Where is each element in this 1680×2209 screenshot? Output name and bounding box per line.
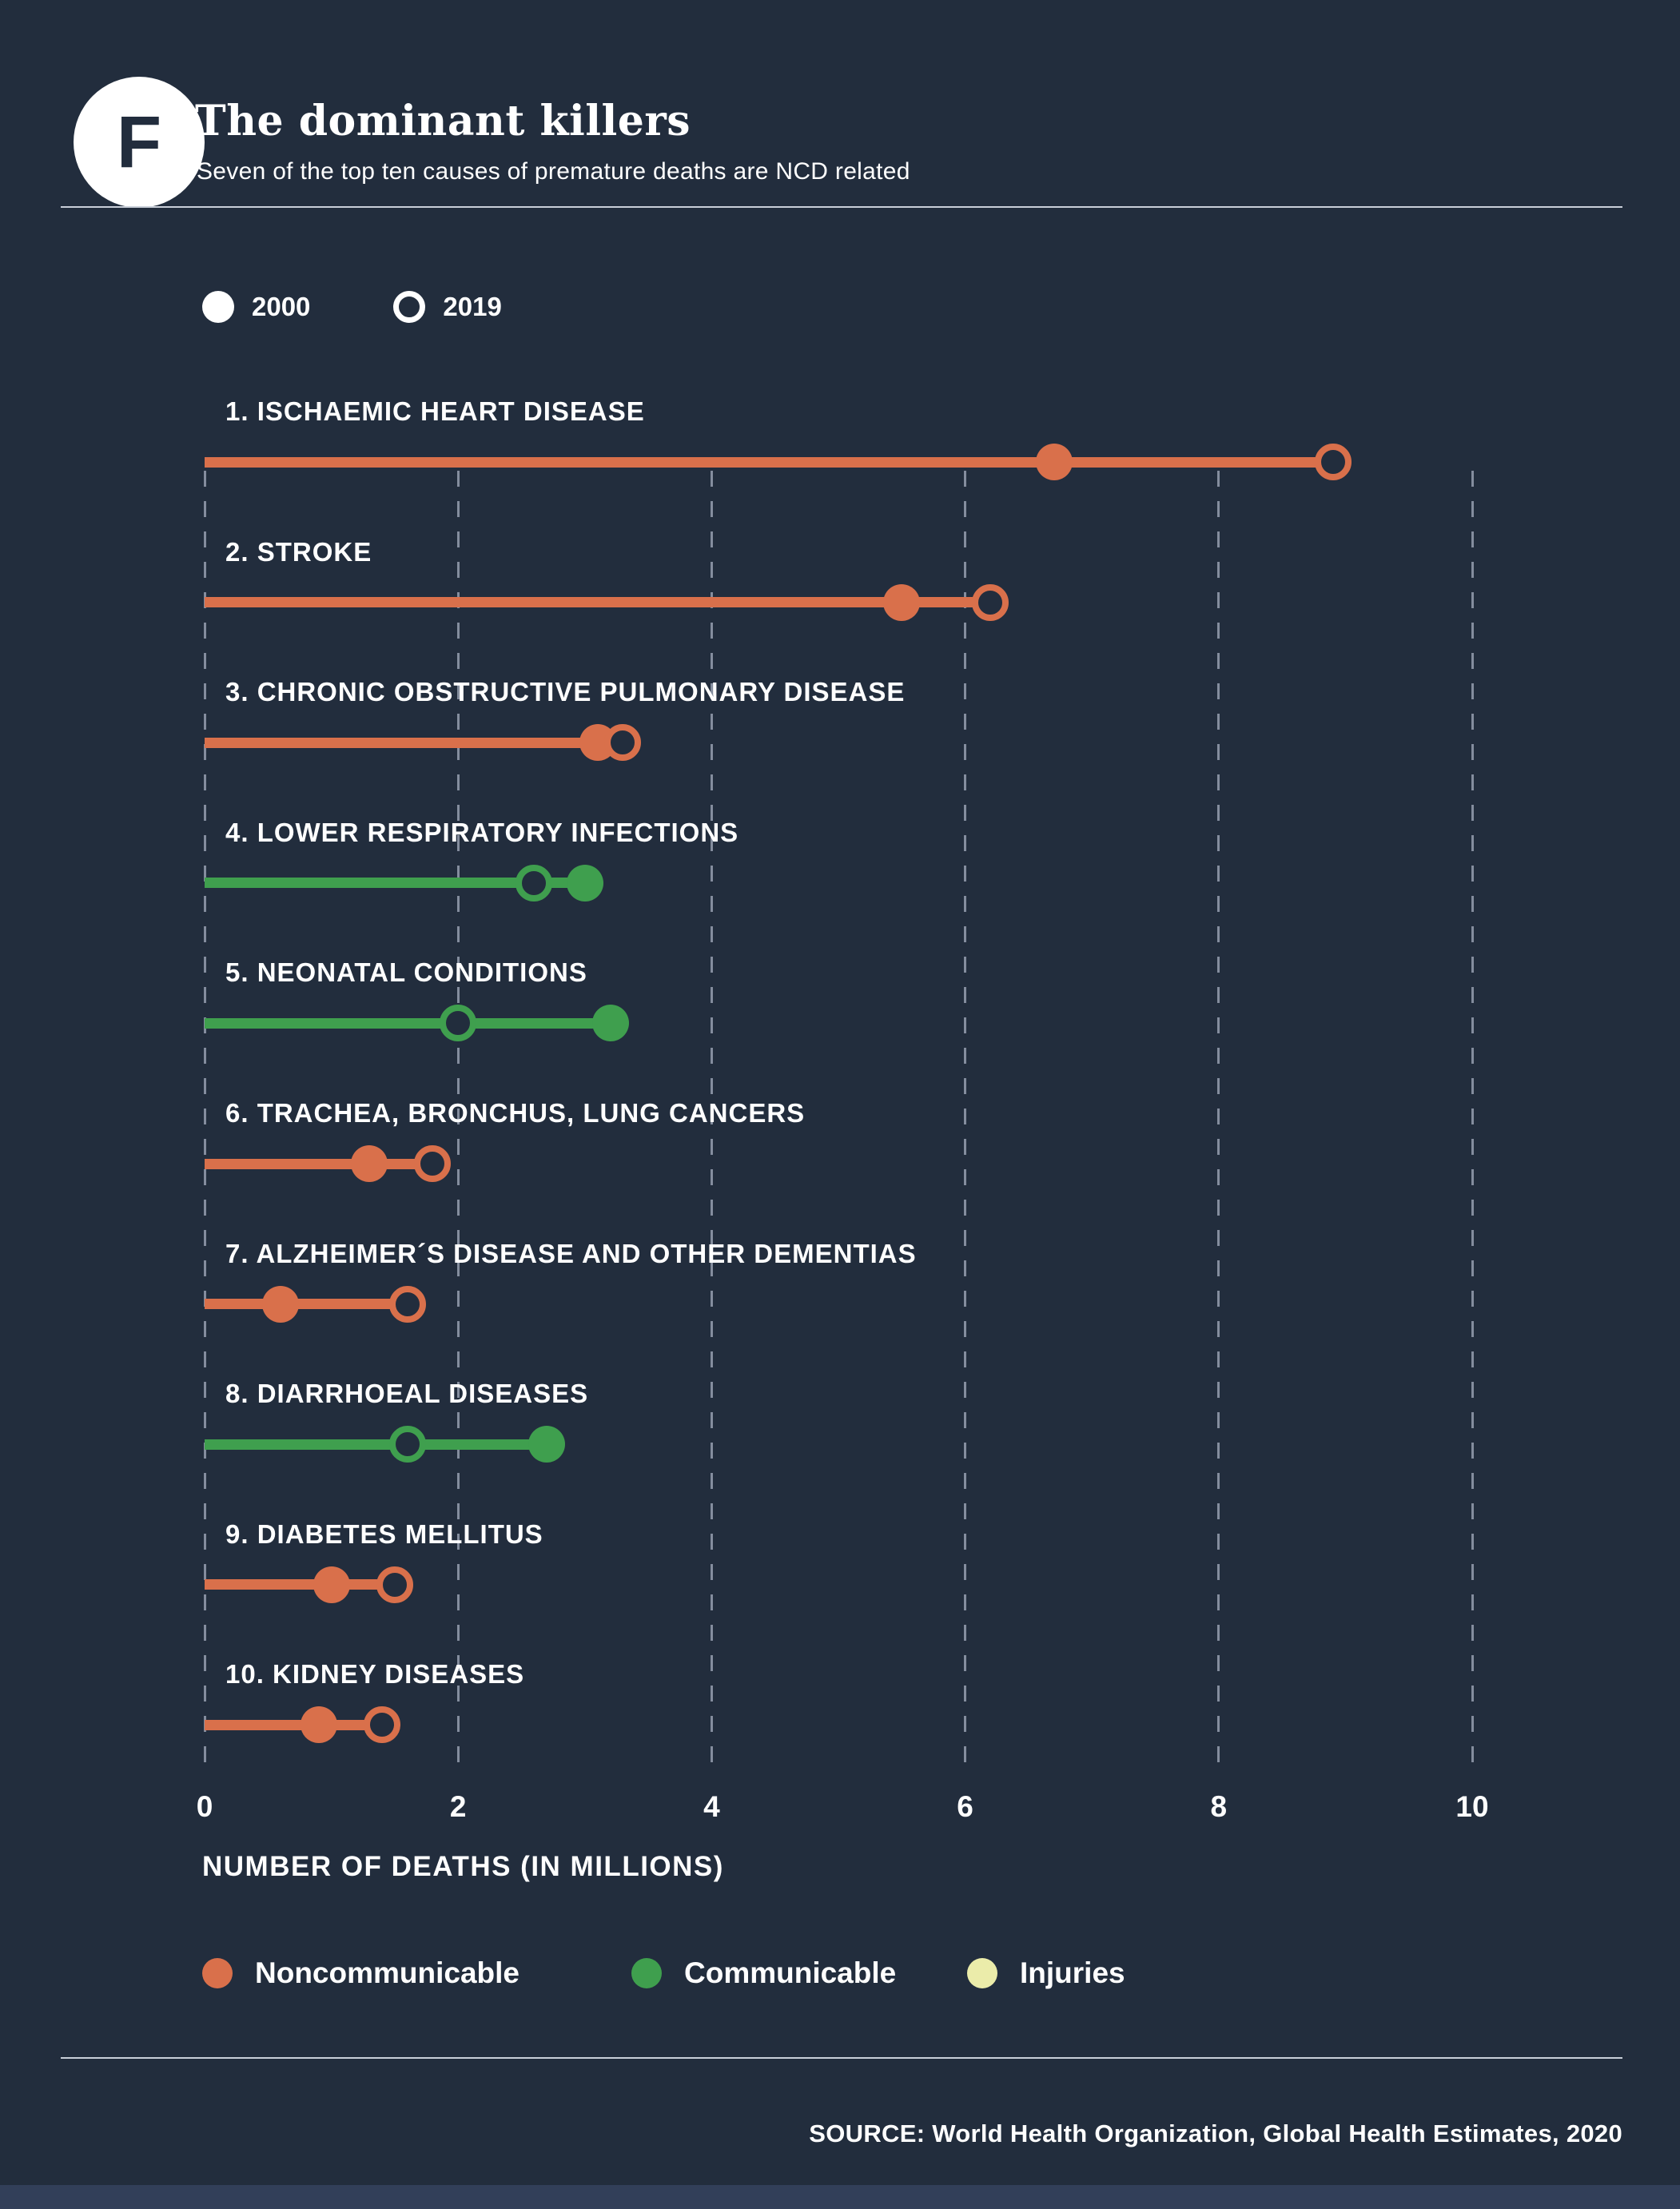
row-label: 8. DIARRHOEAL DISEASES xyxy=(225,1379,589,1409)
year-2019-label: 2019 xyxy=(443,292,502,321)
row-label: 7. ALZHEIMER´S DISEASE AND OTHER DEMENTI… xyxy=(225,1238,917,1268)
dot-2019 xyxy=(604,724,642,762)
dot-2000 xyxy=(566,864,603,902)
dot-2000 xyxy=(883,583,921,621)
year-2019-open-circle-icon xyxy=(393,291,426,323)
dot-2019 xyxy=(376,1566,413,1603)
legend-item-label: Injuries xyxy=(1020,1956,1125,1989)
dot-2000 xyxy=(351,1145,388,1182)
row-label: 4. LOWER RESPIRATORY INFECTIONS xyxy=(225,817,739,847)
x-tick-label: 8 xyxy=(1210,1790,1228,1823)
x-tick-label: 0 xyxy=(196,1790,213,1823)
year-legend: 2000 2019 xyxy=(202,289,502,324)
legend-item-injuries: Injuries xyxy=(967,1956,1125,1990)
grid-line xyxy=(203,471,206,1768)
x-axis-title: NUMBER OF DEATHS (IN MILLIONS) xyxy=(202,1851,724,1882)
dot-2000 xyxy=(300,1706,337,1744)
noncommunicable-dot-icon xyxy=(202,1958,233,1988)
row-line xyxy=(205,456,1333,468)
row-label: 3. CHRONIC OBSTRUCTIVE PULMONARY DISEASE xyxy=(225,677,906,707)
grid-line xyxy=(964,471,967,1768)
dot-2019 xyxy=(364,1706,401,1744)
footer-bar xyxy=(0,2185,1680,2209)
legend-item-label: Communicable xyxy=(684,1956,897,1989)
grid-line xyxy=(1217,471,1220,1768)
figure-badge-letter: F xyxy=(116,101,162,183)
dot-2019 xyxy=(388,1285,426,1323)
dot-2000 xyxy=(1035,444,1073,480)
row-label: 9. DIABETES MELLITUS xyxy=(225,1518,543,1549)
legend-item-label: Noncommunicable xyxy=(255,1956,520,1989)
dot-2019 xyxy=(1314,444,1352,480)
year-2000-filled-circle-icon xyxy=(202,291,234,323)
communicable-dot-icon xyxy=(631,1958,662,1988)
year-2000-label: 2000 xyxy=(252,292,311,321)
header-divider xyxy=(61,206,1622,208)
grid-line xyxy=(710,471,713,1768)
row-line xyxy=(205,1158,433,1169)
footer-divider xyxy=(61,2057,1622,2059)
dot-2000 xyxy=(591,1005,629,1042)
row-label: 2. STROKE xyxy=(225,536,372,567)
row-label: 1. ISCHAEMIC HEART DISEASE xyxy=(225,396,645,426)
injuries-dot-icon xyxy=(967,1958,997,1988)
row-label: 5. NEONATAL CONDITIONS xyxy=(225,957,587,988)
page-subtitle: Seven of the top ten causes of premature… xyxy=(197,158,910,185)
page-title: The dominant killers xyxy=(195,96,691,145)
dot-2019 xyxy=(440,1005,477,1042)
dot-2000 xyxy=(262,1285,300,1323)
source-credit: SOURCE: World Health Organization, Globa… xyxy=(809,2119,1622,2147)
row-line xyxy=(205,1579,395,1590)
x-tick-label: 4 xyxy=(703,1790,720,1823)
x-tick-label: 6 xyxy=(957,1790,973,1823)
dot-2019 xyxy=(516,864,553,902)
legend-item-communicable: Communicable xyxy=(631,1956,896,1990)
dot-2019 xyxy=(972,583,1009,621)
x-tick-label: 10 xyxy=(1455,1790,1489,1823)
row-line xyxy=(205,597,991,608)
x-tick-label: 2 xyxy=(449,1790,467,1823)
row-line xyxy=(205,1017,611,1029)
row-line xyxy=(205,1299,408,1310)
legend-item-noncommunicable: Noncommunicable xyxy=(202,1956,520,1990)
row-label: 10. KIDNEY DISEASES xyxy=(225,1659,525,1690)
row-line xyxy=(205,878,585,889)
dot-2019 xyxy=(414,1145,452,1182)
row-line xyxy=(205,1439,547,1450)
grid-line xyxy=(1471,471,1474,1768)
dot-2019 xyxy=(388,1426,426,1463)
row-line xyxy=(205,1719,383,1730)
category-legend: Noncommunicable Communicable Injuries xyxy=(0,1956,1680,1996)
grid-line xyxy=(456,471,460,1768)
row-line xyxy=(205,737,623,748)
dot-2000 xyxy=(313,1566,350,1603)
figure-badge: F xyxy=(74,77,205,208)
row-label: 6. TRACHEA, BRONCHUS, LUNG CANCERS xyxy=(225,1098,806,1128)
dot-2000 xyxy=(528,1426,566,1463)
